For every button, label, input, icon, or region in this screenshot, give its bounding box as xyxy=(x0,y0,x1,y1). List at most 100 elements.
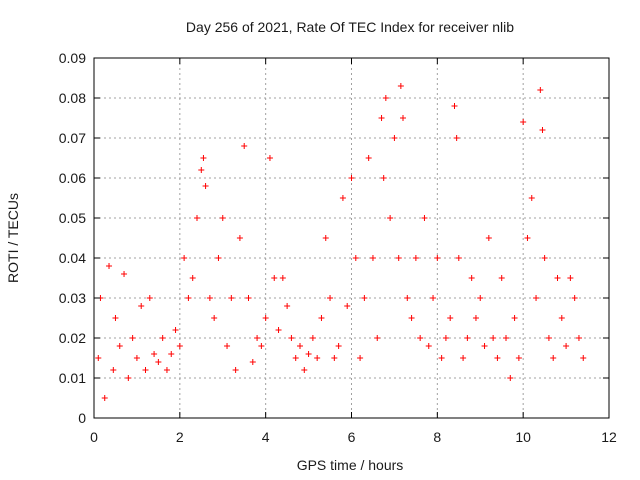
data-point xyxy=(211,315,218,321)
data-point xyxy=(524,235,531,241)
data-point xyxy=(284,303,291,309)
data-point xyxy=(421,215,428,221)
data-point xyxy=(331,355,338,361)
data-points-layer xyxy=(95,83,587,401)
data-point xyxy=(442,335,449,341)
data-point xyxy=(297,343,303,349)
data-point xyxy=(314,355,321,361)
data-point xyxy=(374,335,381,341)
data-point xyxy=(185,295,192,301)
data-point xyxy=(110,367,117,373)
data-point xyxy=(417,335,424,341)
data-point xyxy=(275,327,282,333)
x-tick-label: 12 xyxy=(601,429,617,445)
data-point xyxy=(380,175,387,181)
y-tick-label: 0.05 xyxy=(59,210,86,226)
data-point xyxy=(382,95,389,101)
data-point xyxy=(447,315,454,321)
data-point xyxy=(464,335,471,341)
data-point xyxy=(151,351,158,357)
data-point xyxy=(288,335,295,341)
data-point xyxy=(279,275,286,281)
ticks-layer xyxy=(93,57,610,419)
data-point xyxy=(301,367,308,373)
y-tick-label: 0.04 xyxy=(59,250,86,266)
data-point xyxy=(106,263,113,269)
data-point xyxy=(434,255,441,261)
data-point xyxy=(481,343,488,349)
data-point xyxy=(142,367,149,373)
data-point xyxy=(490,335,497,341)
data-point xyxy=(245,295,252,301)
chart-title: Day 256 of 2021, Rate Of TEC Index for r… xyxy=(186,19,514,35)
data-point xyxy=(121,271,128,277)
data-point xyxy=(133,355,140,361)
y-tick-label: 0.06 xyxy=(59,170,86,186)
data-point xyxy=(503,335,509,341)
y-tick-label: 0.03 xyxy=(59,290,86,306)
data-point xyxy=(206,295,213,301)
x-tick-label: 0 xyxy=(90,429,98,445)
data-point xyxy=(507,375,514,381)
data-point xyxy=(357,355,364,361)
data-point xyxy=(541,255,548,261)
data-point xyxy=(352,255,359,261)
data-point xyxy=(271,275,278,281)
data-point xyxy=(460,355,467,361)
data-point xyxy=(241,143,248,149)
data-point xyxy=(400,115,406,121)
data-point xyxy=(361,295,368,301)
data-point xyxy=(477,295,484,301)
data-point xyxy=(194,215,200,221)
data-point xyxy=(580,355,587,361)
data-point xyxy=(138,303,145,309)
data-point xyxy=(292,355,299,361)
data-point xyxy=(172,327,179,333)
data-point xyxy=(249,359,256,365)
x-tick-label: 4 xyxy=(262,429,270,445)
data-point xyxy=(468,275,475,281)
y-tick-label: 0.07 xyxy=(59,130,86,146)
y-axis-label: ROTI / TECUs xyxy=(5,193,21,283)
grid-layer xyxy=(94,58,609,418)
data-point xyxy=(455,255,462,261)
data-point xyxy=(236,235,243,241)
data-point xyxy=(339,195,346,201)
data-point xyxy=(95,355,102,361)
data-point xyxy=(125,375,132,381)
data-point xyxy=(258,343,265,349)
data-point xyxy=(146,295,153,301)
x-tick-label: 10 xyxy=(515,429,531,445)
data-point xyxy=(155,359,162,365)
data-point xyxy=(266,155,273,161)
data-point xyxy=(309,335,316,341)
data-point xyxy=(365,155,372,161)
data-point xyxy=(318,315,325,321)
data-point xyxy=(262,315,269,321)
data-point xyxy=(575,335,582,341)
data-point xyxy=(558,315,565,321)
tick-labels-layer: 0 2 4 6 8 10 12 0 0.01 0.02 0.03 0.04 0.05 0.06 0.07 0.… xyxy=(59,50,617,445)
y-tick-label: 0.01 xyxy=(59,370,86,386)
data-point xyxy=(451,103,458,109)
data-point xyxy=(327,295,334,301)
data-point xyxy=(305,351,312,357)
data-point xyxy=(189,275,196,281)
data-point xyxy=(112,315,119,321)
data-point xyxy=(391,135,398,141)
data-point xyxy=(181,255,188,261)
data-point xyxy=(485,235,492,241)
data-point xyxy=(537,87,544,93)
data-point xyxy=(539,127,546,133)
data-point xyxy=(232,367,239,373)
data-point xyxy=(498,275,505,281)
data-point xyxy=(163,367,170,373)
data-point xyxy=(378,115,385,121)
data-point xyxy=(176,343,183,349)
data-point xyxy=(215,255,222,261)
data-point xyxy=(404,295,411,301)
data-point xyxy=(387,215,394,221)
x-tick-label: 6 xyxy=(348,429,356,445)
data-point xyxy=(494,355,501,361)
